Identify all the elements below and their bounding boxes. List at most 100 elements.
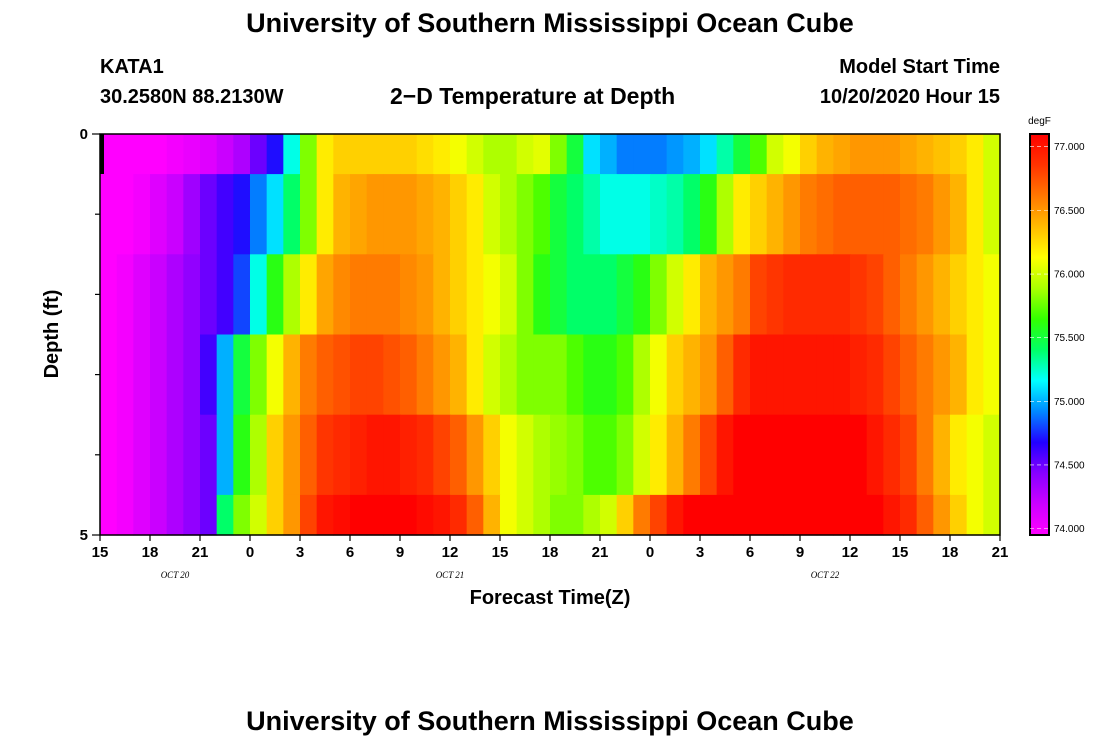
heatmap-cell: [116, 134, 134, 175]
heatmap-cell: [783, 334, 801, 416]
heatmap-cell: [983, 414, 1001, 496]
heatmap-cell: [583, 254, 601, 336]
colorbar: degF 74.000 74.500 75.000 75.500 76.000 76.500…: [1028, 116, 1085, 536]
heatmap-cell: [766, 334, 784, 416]
heatmap-cell: [950, 334, 968, 416]
colorbar-tick-label: 74.500: [1054, 460, 1085, 471]
heatmap-cell: [350, 494, 368, 536]
heatmap-cell: [550, 174, 568, 255]
heatmap-cell: [200, 414, 218, 496]
x-tick-label: 18: [142, 544, 159, 561]
heatmap-cell: [883, 254, 901, 336]
heatmap-cell: [583, 494, 601, 536]
heatmap-cell: [750, 254, 768, 336]
heatmap-cell: [516, 494, 534, 536]
heatmap-cell: [600, 494, 618, 536]
x-tick-label: 0: [246, 544, 254, 561]
heatmap-cell: [750, 334, 768, 416]
heatmap-cell: [583, 174, 601, 255]
heatmap-cell: [533, 174, 551, 255]
heatmap-cell: [200, 134, 218, 175]
start-marker: [100, 134, 104, 174]
heatmap-cell: [300, 414, 318, 496]
y-tick-label: 0: [80, 126, 88, 143]
page-title: University of Southern Mississippi Ocean…: [246, 8, 854, 38]
heatmap-cell: [883, 174, 901, 255]
heatmap-cell: [850, 414, 868, 496]
heatmap-cell: [283, 494, 301, 536]
heatmap-cell: [383, 334, 401, 416]
heatmap-cell: [833, 174, 851, 255]
heatmap-cell: [783, 414, 801, 496]
x-tick-label: 12: [842, 544, 859, 561]
heatmap-cell: [216, 494, 234, 536]
heatmap-cell: [233, 174, 251, 255]
heatmap-cell: [650, 134, 668, 175]
y-tick-label: 5: [80, 527, 88, 544]
heatmap-cell: [700, 414, 718, 496]
heatmap-cell: [550, 134, 568, 175]
heatmap-cell: [766, 174, 784, 255]
heatmap-cell: [516, 414, 534, 496]
heatmap-cell: [866, 254, 884, 336]
heatmap-cell: [883, 134, 901, 175]
heatmap-cell: [216, 254, 234, 336]
x-tick-label: 3: [696, 544, 704, 561]
heatmap-cell: [133, 134, 151, 175]
heatmap-cell: [716, 334, 734, 416]
heatmap-cell: [533, 334, 551, 416]
heatmap-cell: [816, 134, 834, 175]
heatmap-cell: [316, 414, 334, 496]
heatmap-cell: [566, 494, 584, 536]
x-tick-label: 18: [542, 544, 559, 561]
heatmap-cell: [666, 334, 684, 416]
heatmap-cell: [450, 254, 468, 336]
heatmap-cell: [416, 334, 434, 416]
heatmap-cell: [733, 334, 751, 416]
heatmap-cell: [250, 334, 268, 416]
x-tick-label: 0: [646, 544, 654, 561]
heatmap-cell: [366, 254, 384, 336]
heatmap-cell: [800, 334, 818, 416]
x-tick-label: 12: [442, 544, 459, 561]
heatmap-cell: [683, 494, 701, 536]
heatmap-cell: [416, 254, 434, 336]
heatmap-cell: [616, 254, 634, 336]
heatmap-cell: [583, 414, 601, 496]
heatmap-cell: [983, 174, 1001, 255]
model-start-label: Model Start Time: [839, 56, 1000, 78]
heatmap-cell: [716, 414, 734, 496]
heatmap-cell: [733, 494, 751, 536]
colorbar-ramp: [1029, 133, 1050, 536]
heatmap-cell: [683, 334, 701, 416]
heatmap-cell: [950, 134, 968, 175]
heatmap-cell: [916, 334, 934, 416]
colorbar-tick-label: 77.000: [1054, 142, 1085, 153]
heatmap-cell: [400, 134, 418, 175]
heatmap-cell: [400, 334, 418, 416]
heatmap-cell: [400, 494, 418, 536]
colorbar-tick-label: 76.000: [1054, 270, 1085, 281]
heatmap-cell: [916, 414, 934, 496]
x-tick-label: 9: [796, 544, 804, 561]
heatmap-cell: [966, 494, 984, 536]
heatmap-cell: [633, 414, 651, 496]
heatmap-cell: [833, 134, 851, 175]
heatmap-cell: [116, 174, 134, 255]
heatmap-cell: [300, 254, 318, 336]
heatmap-cell: [166, 174, 184, 255]
heatmap-cell: [966, 334, 984, 416]
x-tick-label: 21: [192, 544, 209, 561]
x-tick-label: 21: [992, 544, 1009, 561]
x-axis-title: Forecast Time(Z): [470, 587, 631, 609]
heatmap-cell: [616, 134, 634, 175]
heatmap-cell: [233, 254, 251, 336]
heatmap-cell: [833, 334, 851, 416]
heatmap-cell: [650, 174, 668, 255]
heatmap-cell: [483, 334, 501, 416]
heatmap-cell: [883, 414, 901, 496]
heatmap-cell: [150, 174, 168, 255]
heatmap-cell: [483, 414, 501, 496]
heatmap-cell: [483, 494, 501, 536]
